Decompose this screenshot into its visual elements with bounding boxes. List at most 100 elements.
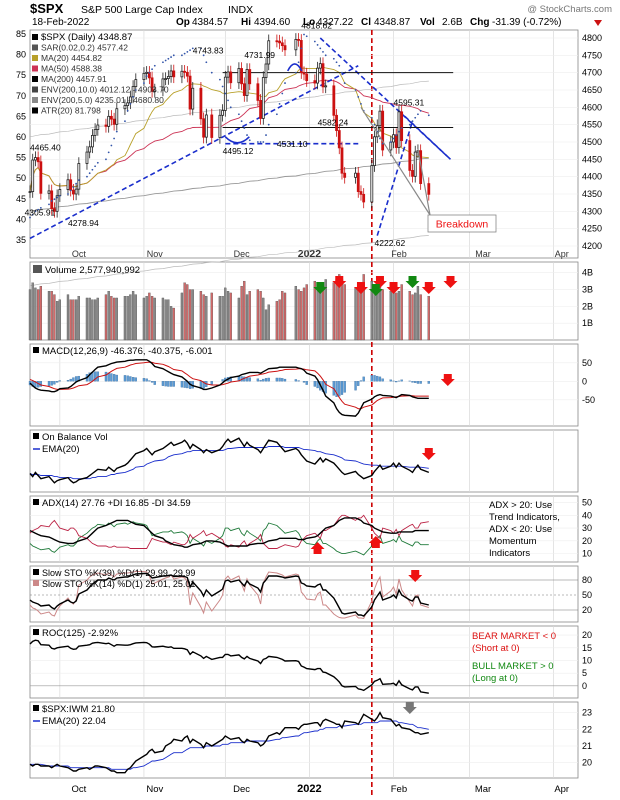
candle-body [50,190,54,209]
macd-histogram-bar [362,376,365,382]
watermark: @ StockCharts.com [527,4,612,15]
candle-body [150,77,154,92]
candle [104,118,108,133]
left-scale-tick: 50 [16,173,26,183]
sar-dot [373,123,376,126]
panel-macd [29,343,579,427]
minus-di-line [29,514,429,549]
candle [112,112,116,131]
candle [96,118,100,136]
candle-body [204,114,208,138]
legend-swatch [32,65,38,72]
sar-dot [219,78,221,81]
sar-dot [148,71,151,74]
volume-bar [69,299,72,341]
sar-dot [294,71,297,74]
price-x-tick: Mar [475,249,491,259]
candle-body [264,63,268,78]
ma200-line [29,157,429,212]
sar-dot [278,102,281,105]
candle-body [180,70,184,78]
macd-histogram-bar [210,381,213,385]
candle [359,185,363,201]
volume-bar [186,284,189,341]
candle [109,110,113,126]
volume-bar [343,284,346,341]
candle-body [394,134,398,148]
volume-bar [66,294,70,341]
price-tick: 4500 [582,137,602,147]
volume-bar [313,280,317,341]
candle-body [188,75,192,110]
macd-histogram-bar [294,379,298,382]
candle [66,173,70,196]
down-arrow-icon [421,282,436,294]
adx-note: ADX > 20: Use [489,500,552,511]
obv-line [29,437,430,484]
candle [107,110,111,133]
candle-body [302,72,306,75]
price-tick: 4400 [582,172,602,182]
volume-bar [218,296,222,341]
candle-body [245,69,249,96]
candle [123,99,127,115]
sar-dot [29,216,31,219]
obv-ema-label: EMA(20) [42,444,79,455]
macd-histogram-bar [172,381,175,387]
macd-histogram-bar [47,381,51,386]
sar-dot [132,96,134,98]
candle [278,34,281,50]
adx-note: ADX < 20: Use [489,524,552,535]
down-arrow-icon [402,702,417,714]
price-annotation: 4731.99 [244,50,275,60]
price-x-tick: Apr [555,249,569,259]
sar-dot [324,54,327,57]
candle [218,109,222,144]
volume-bar [332,282,335,341]
volume-bar [153,297,156,341]
candle-body [55,195,59,212]
candle-body [337,130,341,149]
volume-tick: 1B [582,318,593,328]
candle [316,61,319,90]
macd-histogram-bar [112,374,116,382]
sar-dot [408,123,411,126]
candle [202,112,206,144]
price-tick: 4200 [582,241,602,251]
macd-histogram-bar [74,376,78,382]
legend-entry: ATR(20) 81.798 [41,106,101,116]
low-label: Lo [303,17,315,28]
candle [180,65,184,84]
macd-histogram-bar [411,381,414,383]
candle [150,71,154,98]
volume-bar [411,294,414,341]
sar-dot [31,213,34,216]
volume-bar [357,284,360,341]
candle-body [126,102,130,107]
sar-dot [110,144,113,147]
sar-dot [417,113,419,116]
macd-tick: -50 [582,395,595,405]
candle-body [69,179,73,191]
sar-dot [281,92,284,95]
volume-bar [93,299,97,341]
candle [370,159,374,209]
volume-bar [110,296,113,341]
vol-value: 2.6B [442,17,463,28]
volume-bar [397,291,401,341]
volume-bar [283,292,287,341]
stochastic-tick: 50 [582,590,592,600]
panel-sto [29,565,579,623]
x-tick-label: Dec [233,784,250,795]
volume-bar [188,289,192,341]
sar-dot [183,52,186,55]
volume-bar [302,287,306,341]
candle-body [34,157,37,161]
candle-body [74,188,78,195]
volume-bar [53,294,56,341]
volume-bar [305,284,308,341]
sar-dot [335,61,338,64]
price-tick: 4600 [582,102,602,112]
